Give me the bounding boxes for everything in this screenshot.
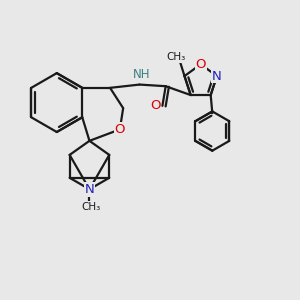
Text: NH: NH <box>132 68 150 81</box>
Text: CH₃: CH₃ <box>82 202 101 212</box>
Text: O: O <box>150 99 160 112</box>
Text: N: N <box>212 70 222 83</box>
Text: O: O <box>115 123 125 136</box>
Text: O: O <box>195 58 206 71</box>
Text: N: N <box>85 183 94 196</box>
Text: CH₃: CH₃ <box>167 52 186 62</box>
